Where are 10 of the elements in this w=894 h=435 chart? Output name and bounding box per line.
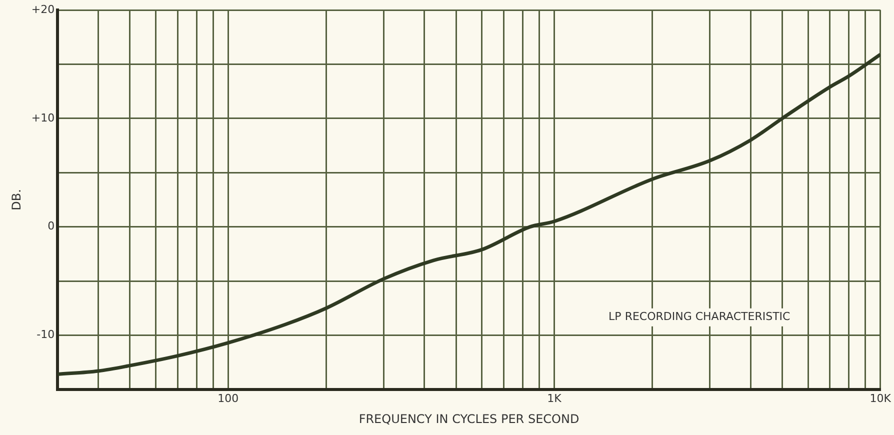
y-tick-label: 0 bbox=[48, 220, 55, 233]
x-axis-title: FREQUENCY IN CYCLES PER SECOND bbox=[358, 412, 580, 426]
y-axis-title: DB. bbox=[9, 189, 24, 210]
y-tick-label: -10 bbox=[36, 328, 55, 342]
y-tick-label: +20 bbox=[31, 2, 55, 16]
x-tick-label: 100 bbox=[218, 392, 239, 405]
annotation: LP RECORDING CHARACTERISTIC bbox=[608, 310, 791, 324]
x-tick-label: 10K bbox=[870, 392, 892, 405]
x-tick-label: 1K bbox=[547, 392, 562, 405]
y-tick-label: +10 bbox=[31, 111, 55, 124]
